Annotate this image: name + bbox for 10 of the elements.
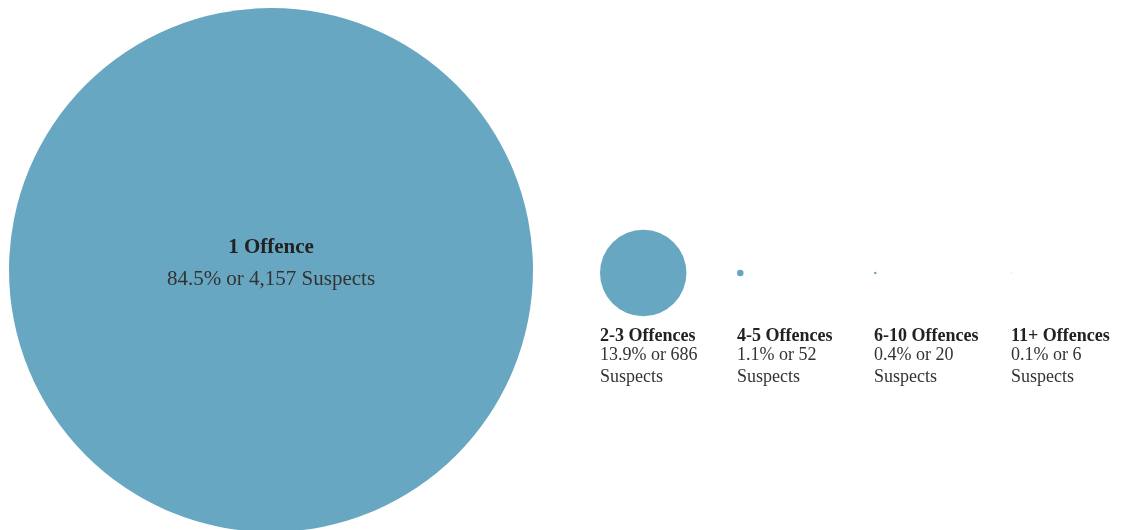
category-label: 6-10 Offences [874,325,979,346]
category-label: 2-3 Offences [600,325,696,346]
data-label: 1.1% or 52 Suspects [737,343,817,386]
data-label: 0.1% or 6 Suspects [1011,343,1082,386]
category-label: 11+ Offences [1011,325,1110,346]
data-label: 84.5% or 4,157 Suspects [166,265,376,290]
data-label: 13.9% or 686 Suspects [600,343,698,386]
category-label: 1 Offence [228,234,314,259]
category-label: 4-5 Offences [737,325,833,346]
data-label: 0.4% or 20 Suspects [874,343,954,386]
